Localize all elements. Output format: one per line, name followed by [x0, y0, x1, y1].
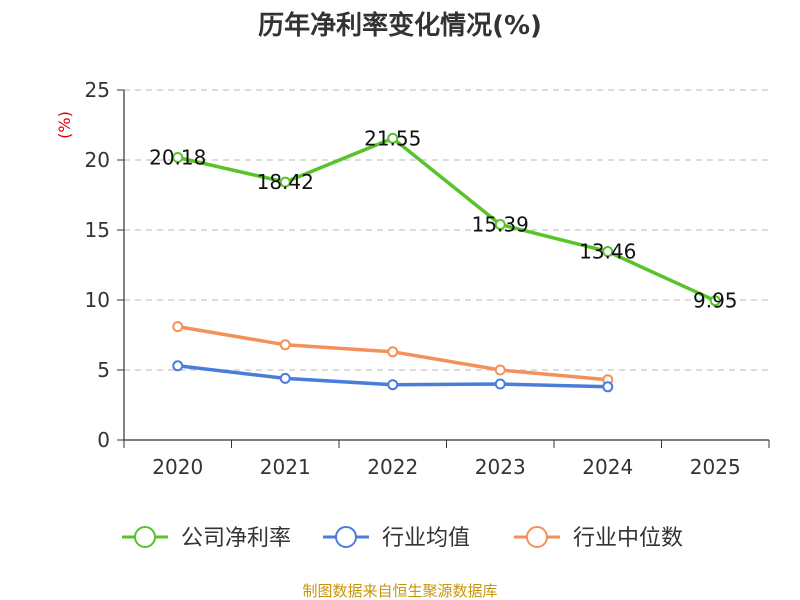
- x-tick-label: 2025: [690, 455, 741, 479]
- x-tick-label: 2023: [475, 455, 526, 479]
- grid-lines: [124, 89, 769, 371]
- data-point[interactable]: [387, 132, 399, 144]
- x-tick-label: 2022: [367, 455, 418, 479]
- data-label: 21.55: [364, 126, 421, 150]
- data-label: 13.46: [579, 240, 636, 264]
- legend-marker: [134, 526, 156, 548]
- y-axis-unit-label: (%): [55, 111, 74, 139]
- legend-item-1[interactable]: 行业均值: [323, 526, 470, 551]
- legend-marker: [335, 526, 357, 548]
- y-tick-label: 25: [85, 78, 110, 102]
- data-point[interactable]: [387, 379, 399, 391]
- legend-marker: [526, 526, 548, 548]
- legend-label: 行业中位数: [573, 526, 683, 551]
- data-point[interactable]: [602, 246, 614, 258]
- data-point[interactable]: [279, 372, 291, 384]
- data-point[interactable]: [602, 381, 614, 393]
- data-point[interactable]: [494, 378, 506, 390]
- y-tick-label: 10: [85, 288, 110, 312]
- data-label: 18.42: [257, 170, 314, 194]
- y-tick-label: 0: [97, 428, 110, 452]
- y-tick-label: 5: [97, 358, 110, 382]
- x-tick-label: 2024: [582, 455, 633, 479]
- x-tick-label: 2020: [152, 455, 203, 479]
- y-tick-label: 20: [85, 148, 110, 172]
- data-label: 9.95: [693, 289, 738, 313]
- legend-label: 行业均值: [382, 526, 470, 551]
- series-layer: [172, 132, 721, 393]
- chart-title: 历年净利率变化情况(%): [258, 10, 542, 41]
- data-labels: 20.18 18.42 21.55 15.39 13.46 9.95: [149, 126, 737, 312]
- legend-item-2[interactable]: 行业中位数: [514, 526, 683, 551]
- data-point[interactable]: [172, 321, 184, 333]
- data-label: 15.39: [472, 213, 529, 237]
- data-point[interactable]: [279, 339, 291, 351]
- data-point[interactable]: [494, 219, 506, 231]
- y-tick-label: 15: [85, 218, 110, 242]
- data-label: 20.18: [149, 145, 206, 169]
- data-point[interactable]: [279, 176, 291, 188]
- source-note: 制图数据来自恒生聚源数据库: [302, 582, 497, 600]
- x-tick-label: 2021: [260, 455, 311, 479]
- data-point[interactable]: [387, 346, 399, 358]
- legend-label: 公司净利率: [181, 526, 291, 551]
- legend-item-0[interactable]: 公司净利率: [122, 526, 291, 551]
- data-point[interactable]: [172, 360, 184, 372]
- series-line-0: [177, 136, 717, 303]
- data-point[interactable]: [172, 151, 184, 163]
- data-point[interactable]: [709, 295, 721, 307]
- data-point[interactable]: [494, 364, 506, 376]
- legend[interactable]: 公司净利率 行业均值 行业中位数: [122, 526, 683, 551]
